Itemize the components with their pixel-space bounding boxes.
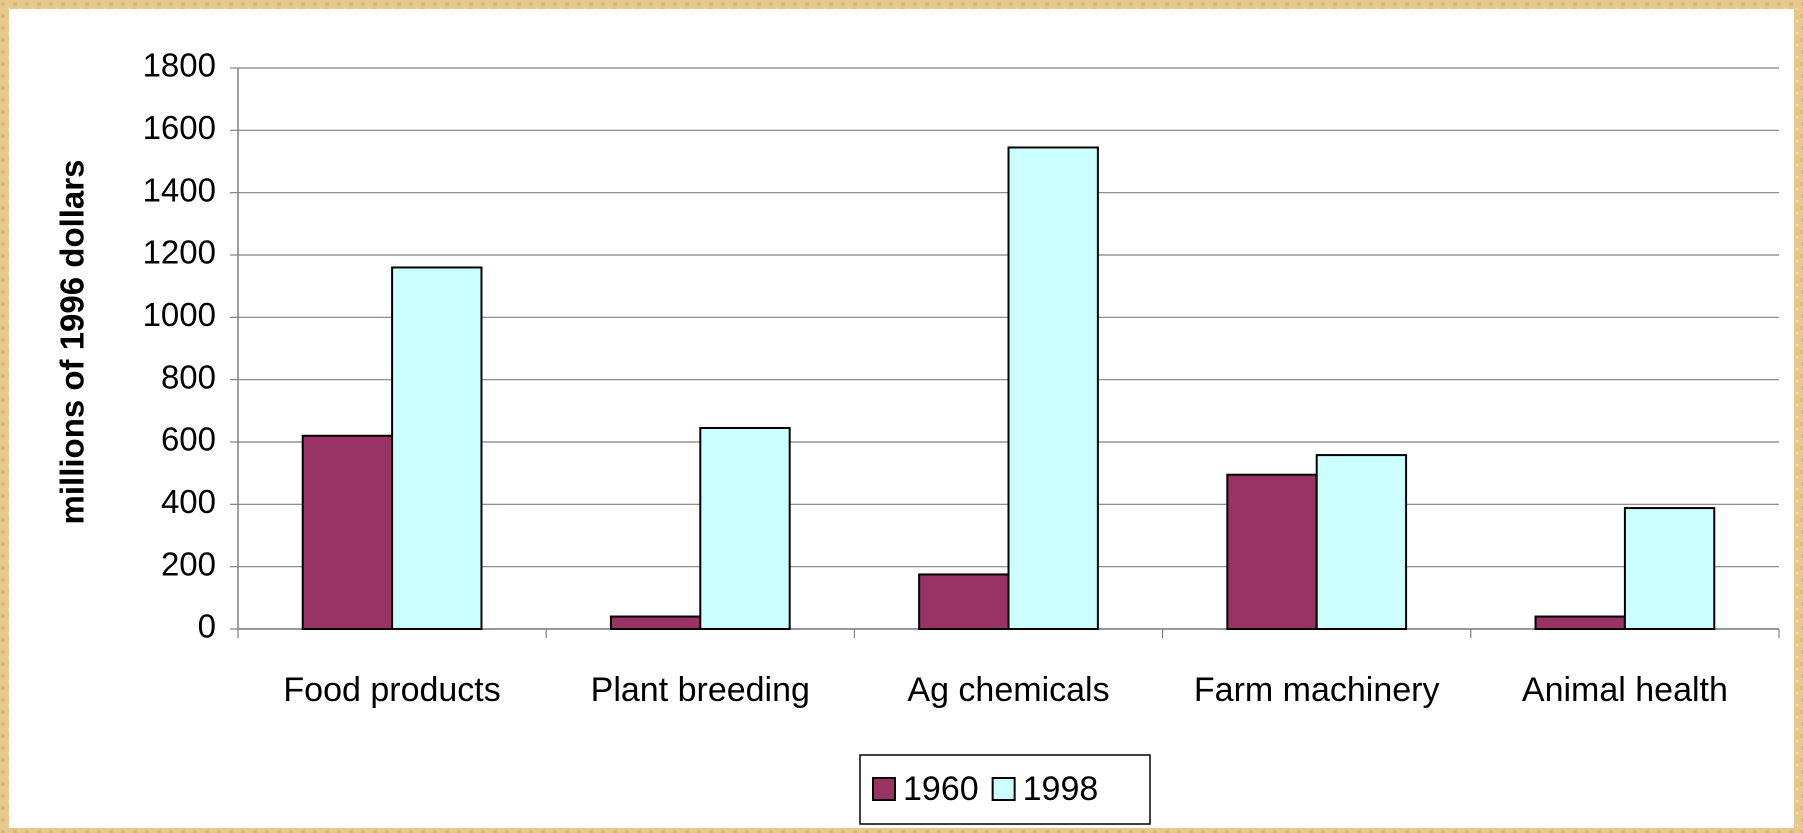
x-tick-label: Plant breeding <box>591 671 810 709</box>
y-tick-label: 600 <box>161 421 216 458</box>
bar <box>1226 473 1318 630</box>
y-tick-label: 1600 <box>143 109 216 146</box>
legend-label: 1998 <box>1023 770 1099 808</box>
legend-label: 1960 <box>903 770 979 808</box>
y-axis-label: millions of 1996 dollars <box>54 160 91 525</box>
x-tick-label: Food products <box>283 671 500 709</box>
legend-swatch <box>991 777 1016 801</box>
bar <box>1623 507 1716 630</box>
x-tick-label: Animal health <box>1522 671 1728 709</box>
x-tick-label: Ag chemicals <box>907 671 1109 709</box>
y-tick-label: 400 <box>161 483 216 520</box>
bar <box>1315 454 1408 630</box>
bar <box>699 426 791 630</box>
legend-box <box>859 754 1151 825</box>
bar <box>918 573 1010 630</box>
y-tick-label: 800 <box>161 358 216 395</box>
y-tick-label: 1800 <box>143 47 216 84</box>
y-tick-label: 200 <box>161 545 216 582</box>
chart-panel <box>9 9 1794 828</box>
x-tick-label: Farm machinery <box>1194 671 1440 709</box>
bar <box>391 266 483 630</box>
bar <box>301 434 394 630</box>
y-tick-label: 0 <box>198 608 216 645</box>
y-tick-label: 1400 <box>143 171 216 208</box>
y-tick-label: 1000 <box>143 296 216 333</box>
bar <box>1007 146 1099 630</box>
bar <box>1534 615 1626 630</box>
y-tick-label: 1200 <box>143 234 216 271</box>
bar <box>609 615 702 630</box>
legend-swatch <box>872 777 896 801</box>
